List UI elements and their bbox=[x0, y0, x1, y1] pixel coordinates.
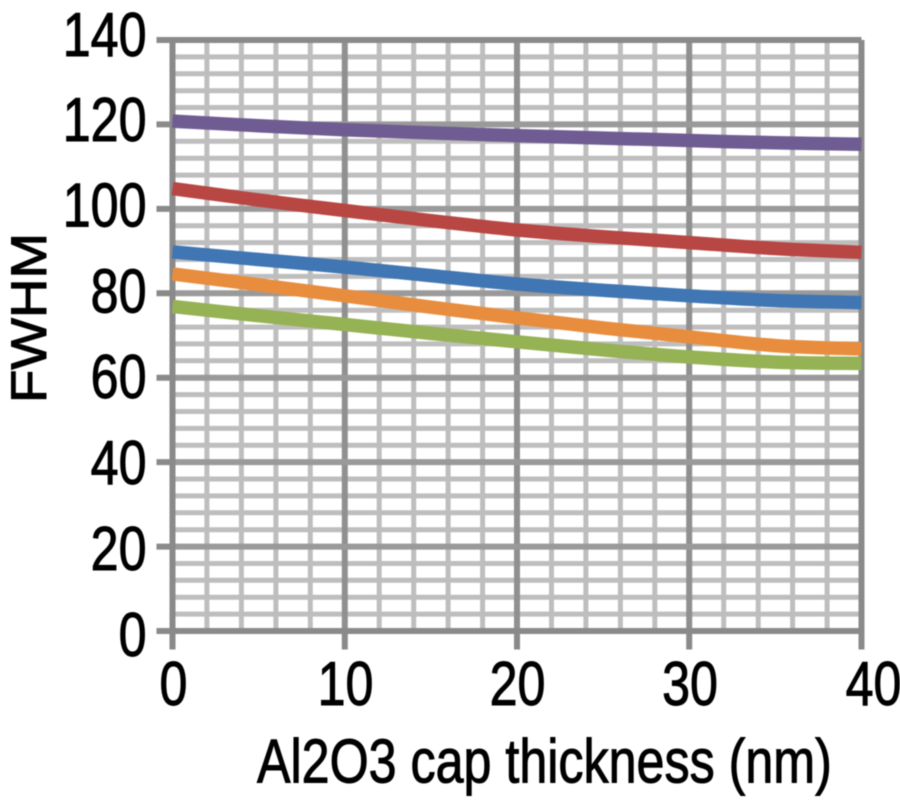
svg-text:30: 30 bbox=[662, 649, 718, 718]
svg-text:20: 20 bbox=[490, 649, 546, 718]
svg-text:120: 120 bbox=[63, 85, 147, 154]
svg-text:10: 10 bbox=[318, 649, 374, 718]
svg-text:FWHM: FWHM bbox=[1, 233, 57, 403]
svg-text:40: 40 bbox=[91, 428, 147, 497]
svg-text:20: 20 bbox=[91, 514, 147, 583]
svg-text:Al2O3 cap thickness (nm): Al2O3 cap thickness (nm) bbox=[257, 726, 832, 795]
svg-text:140: 140 bbox=[63, 0, 147, 69]
svg-text:100: 100 bbox=[63, 170, 147, 239]
svg-text:0: 0 bbox=[119, 600, 147, 669]
svg-text:0: 0 bbox=[160, 649, 188, 718]
svg-text:40: 40 bbox=[846, 649, 900, 718]
svg-text:60: 60 bbox=[91, 342, 147, 411]
svg-text:80: 80 bbox=[91, 256, 147, 325]
